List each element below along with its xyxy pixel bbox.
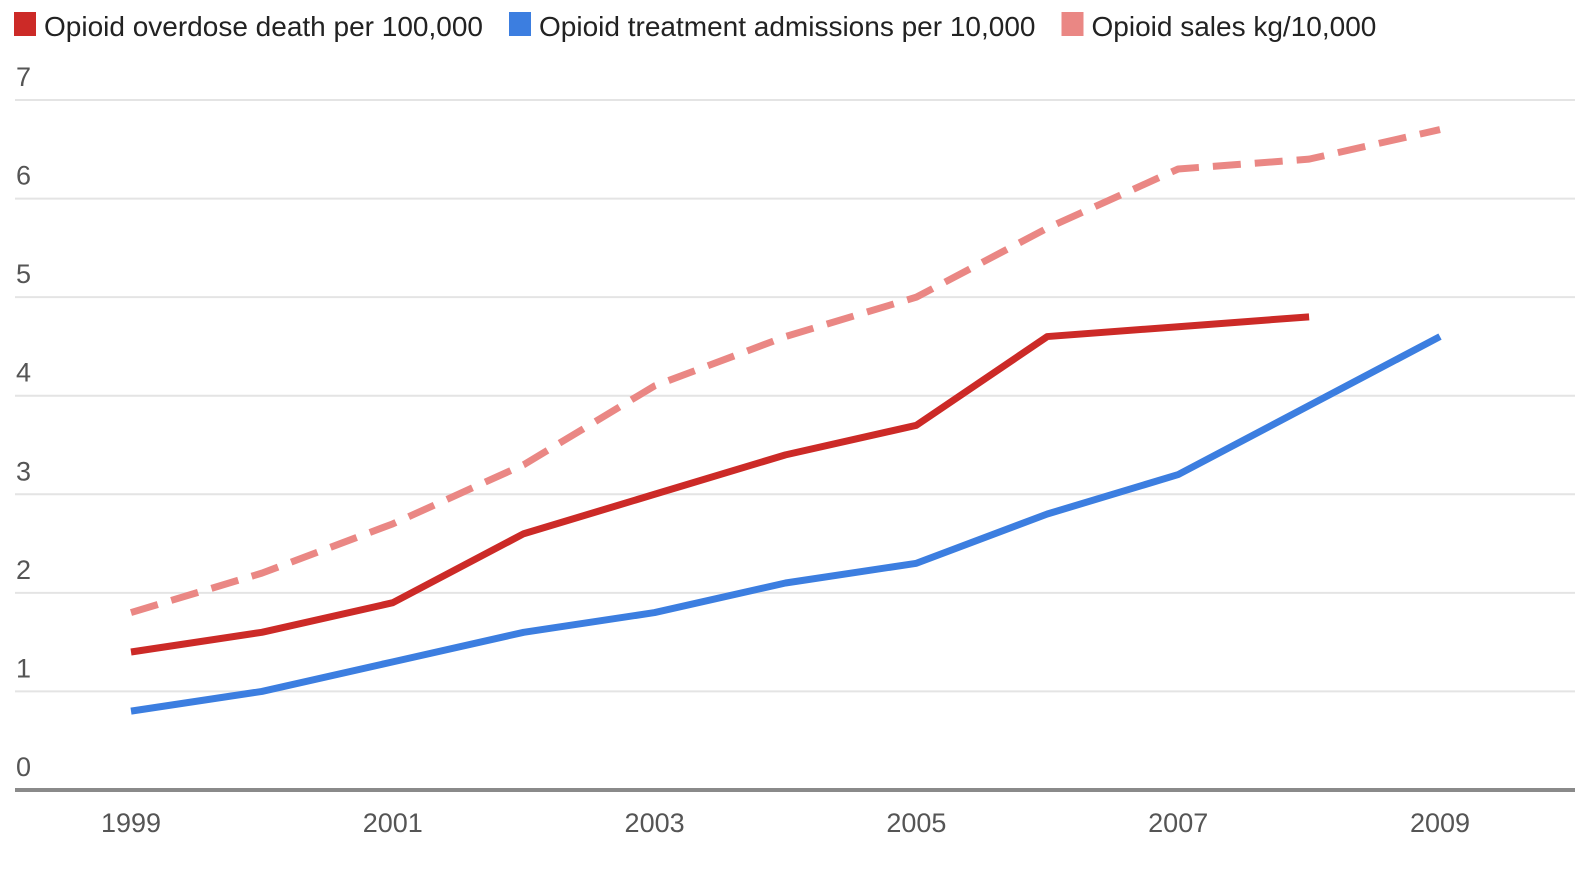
- y-tick-label-1: 1: [16, 653, 31, 683]
- legend-label: Opioid sales kg/10,000: [1092, 11, 1377, 42]
- legend-label: Opioid overdose death per 100,000: [44, 11, 483, 42]
- x-tick-label-1999: 1999: [101, 808, 161, 838]
- data-point-opioid-treatment-admissions-per-10-000-2007: [1175, 472, 1181, 478]
- data-point-opioid-overdose-death-per-100-000-2003: [652, 491, 658, 497]
- data-point-opioid-sales-kg-10-000-2001: [390, 521, 396, 527]
- data-point-opioid-treatment-admissions-per-10-000-1999: [128, 708, 134, 714]
- x-tick-label-2003: 2003: [625, 808, 685, 838]
- y-tick-label-2: 2: [16, 555, 31, 585]
- x-axis-ticks: 1999 2001 2003 2005 2007 2009: [101, 808, 1470, 838]
- series-line-opioid-overdose-death-per-100-000: [130, 313, 1310, 656]
- data-point-opioid-treatment-admissions-per-10-000-2004: [783, 580, 789, 586]
- data-point-opioid-sales-kg-10-000-2007: [1175, 166, 1181, 172]
- y-tick-label-3: 3: [16, 456, 31, 486]
- y-axis-ticks: 0 1 2 3 4 5 6 7: [16, 62, 31, 782]
- legend-swatch: [14, 12, 36, 36]
- y-tick-label-7: 7: [16, 62, 31, 92]
- series-line-opioid-sales-kg-10-000: [129, 126, 1441, 616]
- legend-item-opioid-overdose-death-per-100-000: Opioid overdose death per 100,000: [14, 11, 483, 42]
- data-point-opioid-overdose-death-per-100-000-1999: [128, 649, 134, 655]
- data-point-opioid-sales-kg-10-000-2002: [521, 462, 527, 468]
- data-point-opioid-treatment-admissions-per-10-000-2008: [1306, 403, 1312, 409]
- data-point-opioid-sales-kg-10-000-2009: [1437, 127, 1443, 133]
- data-point-opioid-overdose-death-per-100-000-2000: [259, 629, 265, 635]
- y-tick-label-5: 5: [16, 259, 31, 289]
- x-tick-label-2009: 2009: [1410, 808, 1470, 838]
- series-lines: [128, 126, 1443, 715]
- legend-swatch: [509, 12, 531, 36]
- data-point-opioid-treatment-admissions-per-10-000-2001: [390, 659, 396, 665]
- data-point-opioid-overdose-death-per-100-000-2002: [521, 531, 527, 537]
- x-tick-label-2007: 2007: [1148, 808, 1208, 838]
- data-point-opioid-overdose-death-per-100-000-2001: [390, 600, 396, 606]
- legend-label: Opioid treatment admissions per 10,000: [539, 11, 1036, 42]
- legend-swatch: [1061, 12, 1084, 36]
- data-point-opioid-sales-kg-10-000-1999: [128, 610, 134, 616]
- data-point-opioid-treatment-admissions-per-10-000-2003: [652, 610, 658, 616]
- data-point-opioid-sales-kg-10-000-2006: [1044, 225, 1050, 231]
- data-point-opioid-sales-kg-10-000-2004: [783, 334, 789, 340]
- legend: Opioid overdose death per 100,000 Opioid …: [14, 11, 1376, 42]
- data-point-opioid-overdose-death-per-100-000-2007: [1175, 324, 1181, 330]
- data-point-opioid-treatment-admissions-per-10-000-2002: [521, 629, 527, 635]
- data-point-opioid-overdose-death-per-100-000-2004: [783, 452, 789, 458]
- data-point-opioid-treatment-admissions-per-10-000-2000: [259, 688, 265, 694]
- y-tick-label-6: 6: [16, 161, 31, 191]
- data-point-opioid-overdose-death-per-100-000-2005: [913, 422, 919, 428]
- data-point-opioid-overdose-death-per-100-000-2006: [1044, 334, 1050, 340]
- data-point-opioid-treatment-admissions-per-10-000-2009: [1437, 334, 1443, 340]
- series-opioid-treatment-admissions-per-10-000: [128, 333, 1443, 715]
- series-opioid-sales-kg-10-000: [128, 126, 1443, 616]
- gridlines: [15, 99, 1575, 693]
- x-tick-label-2001: 2001: [363, 808, 423, 838]
- data-point-opioid-treatment-admissions-per-10-000-2005: [913, 560, 919, 566]
- data-point-opioid-treatment-admissions-per-10-000-2006: [1044, 511, 1050, 517]
- legend-item-opioid-treatment-admissions-per-10-000: Opioid treatment admissions per 10,000: [509, 11, 1036, 42]
- data-point-opioid-sales-kg-10-000-2005: [913, 294, 919, 300]
- y-tick-label-0: 0: [16, 752, 31, 782]
- data-point-opioid-sales-kg-10-000-2000: [259, 570, 265, 576]
- data-point-opioid-sales-kg-10-000-2003: [652, 383, 658, 389]
- y-tick-label-4: 4: [16, 358, 31, 388]
- legend-item-opioid-sales-kg-10-000: Opioid sales kg/10,000: [1061, 11, 1377, 42]
- data-point-opioid-overdose-death-per-100-000-2008: [1306, 314, 1312, 320]
- series-opioid-overdose-death-per-100-000: [128, 313, 1312, 656]
- series-line-opioid-treatment-admissions-per-10-000: [130, 333, 1442, 715]
- x-tick-label-2005: 2005: [886, 808, 946, 838]
- data-point-opioid-sales-kg-10-000-2008: [1306, 156, 1312, 162]
